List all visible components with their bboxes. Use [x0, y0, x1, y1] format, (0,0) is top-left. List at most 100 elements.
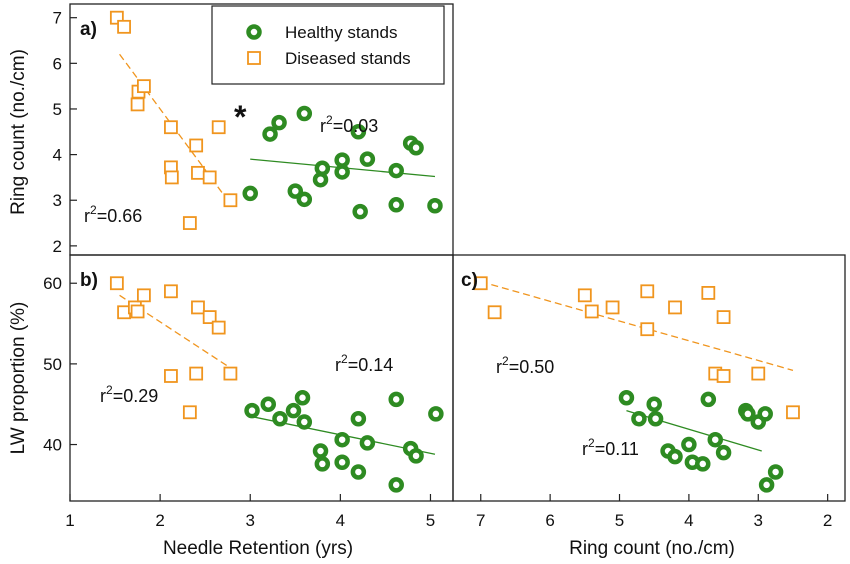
point-a-diseased [130, 97, 145, 112]
point-a-diseased [211, 120, 226, 135]
legend-diseased-label: Diseased stands [285, 49, 411, 68]
point-b-healthy [350, 410, 367, 427]
legend: Healthy stands Diseased stands [211, 5, 445, 85]
point-a-healthy [408, 140, 424, 156]
point-a-diseased [223, 193, 238, 208]
r2-label-b-healthy: r2=0.14 [335, 352, 393, 375]
y-tick-label-b: 40 [43, 436, 62, 455]
x-tick-label-b: 3 [246, 511, 255, 530]
point-b-healthy [314, 456, 331, 472]
panel-c-frame [452, 254, 846, 502]
legend-healthy-marker [246, 24, 262, 40]
point-b-diseased [136, 288, 151, 303]
y-tick-label-a: 3 [53, 191, 62, 210]
point-b-diseased [182, 405, 197, 420]
legend-box [211, 5, 445, 85]
point-c-healthy [618, 390, 635, 406]
point-b-diseased [164, 369, 178, 383]
point-b-healthy [285, 402, 302, 419]
point-b-diseased [164, 284, 178, 299]
point-b-diseased [189, 366, 204, 381]
point-c-diseased [473, 276, 488, 291]
point-c-healthy [695, 456, 711, 472]
point-c-healthy [681, 436, 697, 453]
point-c-diseased [605, 300, 620, 315]
point-a-diseased [136, 79, 151, 94]
point-c-healthy [631, 410, 647, 427]
r2-label-c-healthy: r2=0.11 [582, 436, 639, 459]
r2-label-c-diseased: r2=0.50 [496, 354, 554, 377]
point-c-diseased [487, 305, 502, 320]
point-b-healthy [244, 402, 260, 419]
point-a-healthy [352, 203, 368, 220]
y-axis-label-lw-proportion: LW proportion (%) [8, 302, 29, 455]
x-tick-label-c: 3 [754, 511, 763, 530]
x-tick-label-c: 6 [545, 511, 554, 530]
point-b-healthy [388, 391, 404, 408]
point-a-healthy [271, 114, 287, 131]
r2-label-a-healthy: r2=0.03 [320, 113, 378, 136]
point-c-diseased [701, 286, 716, 300]
point-a-healthy [312, 171, 329, 188]
point-b-healthy [272, 410, 288, 427]
x-tick-label-c: 4 [684, 511, 693, 530]
point-c-diseased [716, 310, 731, 325]
point-a-diseased [202, 170, 217, 185]
y-tick-label-b: 50 [43, 355, 62, 374]
point-a-healthy [242, 185, 258, 202]
significance-asterisk: * [234, 99, 247, 135]
y-tick-label-a: 6 [53, 54, 62, 73]
point-c-healthy [767, 464, 784, 480]
point-b-diseased [130, 304, 145, 319]
point-b-healthy [294, 390, 311, 406]
panel-a-label: a) [80, 19, 97, 40]
point-a-healthy [359, 151, 376, 167]
point-c-healthy [757, 406, 773, 422]
point-c-diseased [751, 366, 766, 381]
panel-b-frame [69, 254, 454, 502]
point-b-diseased [202, 310, 217, 325]
point-b-diseased [109, 276, 124, 291]
point-b-diseased [191, 300, 205, 315]
point-c-healthy [715, 444, 732, 461]
point-a-healthy [350, 124, 367, 140]
point-b-healthy [359, 435, 376, 451]
point-b-healthy [260, 396, 277, 412]
point-b-healthy [388, 477, 404, 493]
point-a-diseased [182, 216, 197, 230]
point-c-healthy [758, 477, 775, 493]
point-a-diseased [164, 120, 178, 135]
point-a-healthy [388, 197, 404, 213]
panel-c-label: c) [461, 270, 478, 291]
point-c-diseased [668, 300, 682, 315]
point-b-healthy [296, 414, 313, 430]
point-a-healthy [388, 162, 404, 179]
point-a-diseased [117, 19, 131, 34]
y-tick-label-a: 5 [53, 100, 62, 119]
y-tick-label-b: 60 [43, 274, 62, 293]
x-axis-label-ring-count: Ring count (no./cm) [569, 538, 735, 559]
point-b-healthy [334, 454, 350, 471]
point-b-healthy [312, 443, 329, 459]
y-axis-label-ring-count: Ring count (no./cm) [8, 49, 29, 215]
x-tick-label-b: 2 [155, 511, 164, 530]
point-a-healthy [334, 164, 350, 180]
point-b-healthy [350, 464, 367, 480]
point-c-healthy [667, 448, 683, 465]
point-a-healthy [427, 197, 443, 214]
point-b-healthy [334, 431, 350, 448]
panel-b-label: b) [80, 270, 98, 291]
point-a-diseased [164, 170, 179, 185]
point-c-healthy [647, 410, 664, 427]
legend-diseased-marker [247, 51, 261, 65]
point-c-diseased [577, 288, 592, 303]
point-a-healthy [296, 191, 313, 208]
trend-line-c-diseased [480, 280, 794, 371]
point-b-healthy [408, 448, 424, 464]
point-a-diseased [189, 138, 204, 153]
point-b-diseased [211, 320, 226, 335]
point-c-healthy [707, 431, 724, 448]
point-c-healthy [646, 396, 662, 412]
point-a-healthy [334, 152, 350, 168]
point-a-healthy [287, 183, 304, 199]
